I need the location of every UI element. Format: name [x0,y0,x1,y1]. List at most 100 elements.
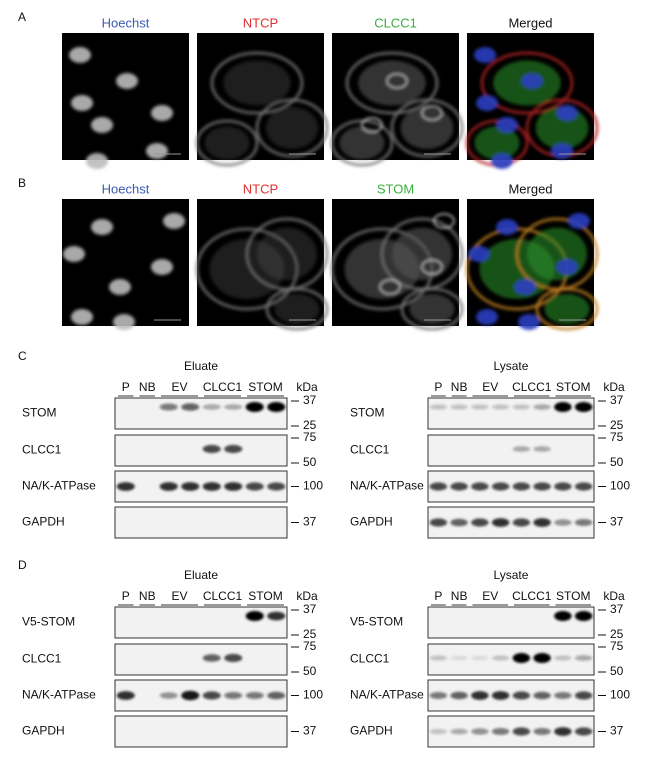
band [429,655,448,661]
nucleus [514,279,536,295]
marker-label: 50 [303,664,317,678]
unit-label: kDa [603,380,625,394]
nucleus [521,73,543,89]
band [512,727,531,736]
cell-body [390,98,464,158]
band [429,518,448,527]
blot-title: Eluate [184,568,218,582]
cell-body [400,287,464,331]
lane-label: CLCC1 [203,380,243,394]
channel-label: Merged [508,181,552,196]
nucleus [146,143,168,159]
row-label: GAPDH [22,515,65,529]
channel-label: NTCP [243,181,278,196]
band [554,611,572,621]
cell-body [345,51,439,115]
band [181,690,200,701]
panel-label: A [18,10,26,24]
bands [116,690,286,701]
band [245,482,264,491]
row-label: GAPDH [22,724,65,738]
band [533,691,551,700]
micrograph [465,33,599,169]
lane-label: P [122,589,130,603]
channel-label: Hoechst [102,181,150,196]
nucleus [163,213,185,229]
cytoplasm [544,294,590,324]
band [202,482,221,491]
band [574,402,593,412]
band [267,691,286,700]
band [202,691,221,700]
lane-label: EV [171,589,187,603]
marker-label: 25 [610,418,624,432]
band [491,691,510,700]
cells [69,47,173,169]
micrograph [330,199,464,331]
marker-label: 37 [610,602,624,616]
band [429,692,448,699]
marker-label: 100 [303,479,323,493]
band [116,482,135,491]
blot-title: Lysate [494,568,529,582]
band [471,518,489,527]
row-label: CLCC1 [22,652,62,666]
cell-body [195,119,259,167]
micrograph [195,33,329,167]
lane-label: P [122,380,130,394]
blot-title: Eluate [184,359,218,373]
cells [465,47,599,169]
panel-label: D [18,558,27,572]
nucleus [63,246,85,262]
cell-body [535,287,599,331]
marker-label: 37 [303,602,317,616]
bands [429,402,593,412]
band [267,611,286,621]
band [116,691,135,700]
micrograph [330,33,464,167]
band [533,404,551,410]
lane-label: NB [139,380,156,394]
band [491,518,510,527]
cells [195,217,329,331]
bands [429,482,593,491]
nucleus [151,105,173,121]
row-label: GAPDH [350,724,393,738]
cytoplasm [274,294,320,324]
lane-label: EV [482,380,498,394]
blot-strip [427,397,595,430]
nucleus [496,219,518,235]
band [245,692,264,699]
band [450,655,468,661]
cell-body [265,287,329,331]
band [491,655,510,661]
row-label: V5-STOM [350,615,403,629]
nucleus [568,213,590,229]
marker-label: 50 [610,664,624,678]
band [429,728,448,735]
channel-label: STOM [377,181,414,196]
nucleus-rim [421,259,443,275]
band [450,728,468,735]
band [512,518,531,527]
band [224,404,243,410]
blot-strip [114,397,288,430]
nucleus-rim [433,213,455,229]
cells [330,51,464,167]
bands [429,691,593,700]
band [533,728,551,735]
band [471,691,489,700]
band [429,404,448,410]
band [554,402,572,412]
lane-label: P [434,380,442,394]
band [159,482,178,491]
band [267,482,286,491]
nucleus [71,309,93,325]
lane-label: STOM [248,380,282,394]
marker-label: 25 [610,627,624,641]
bands [429,518,593,527]
band [512,404,531,410]
band [574,655,593,661]
bands [512,446,551,452]
band [554,482,572,491]
